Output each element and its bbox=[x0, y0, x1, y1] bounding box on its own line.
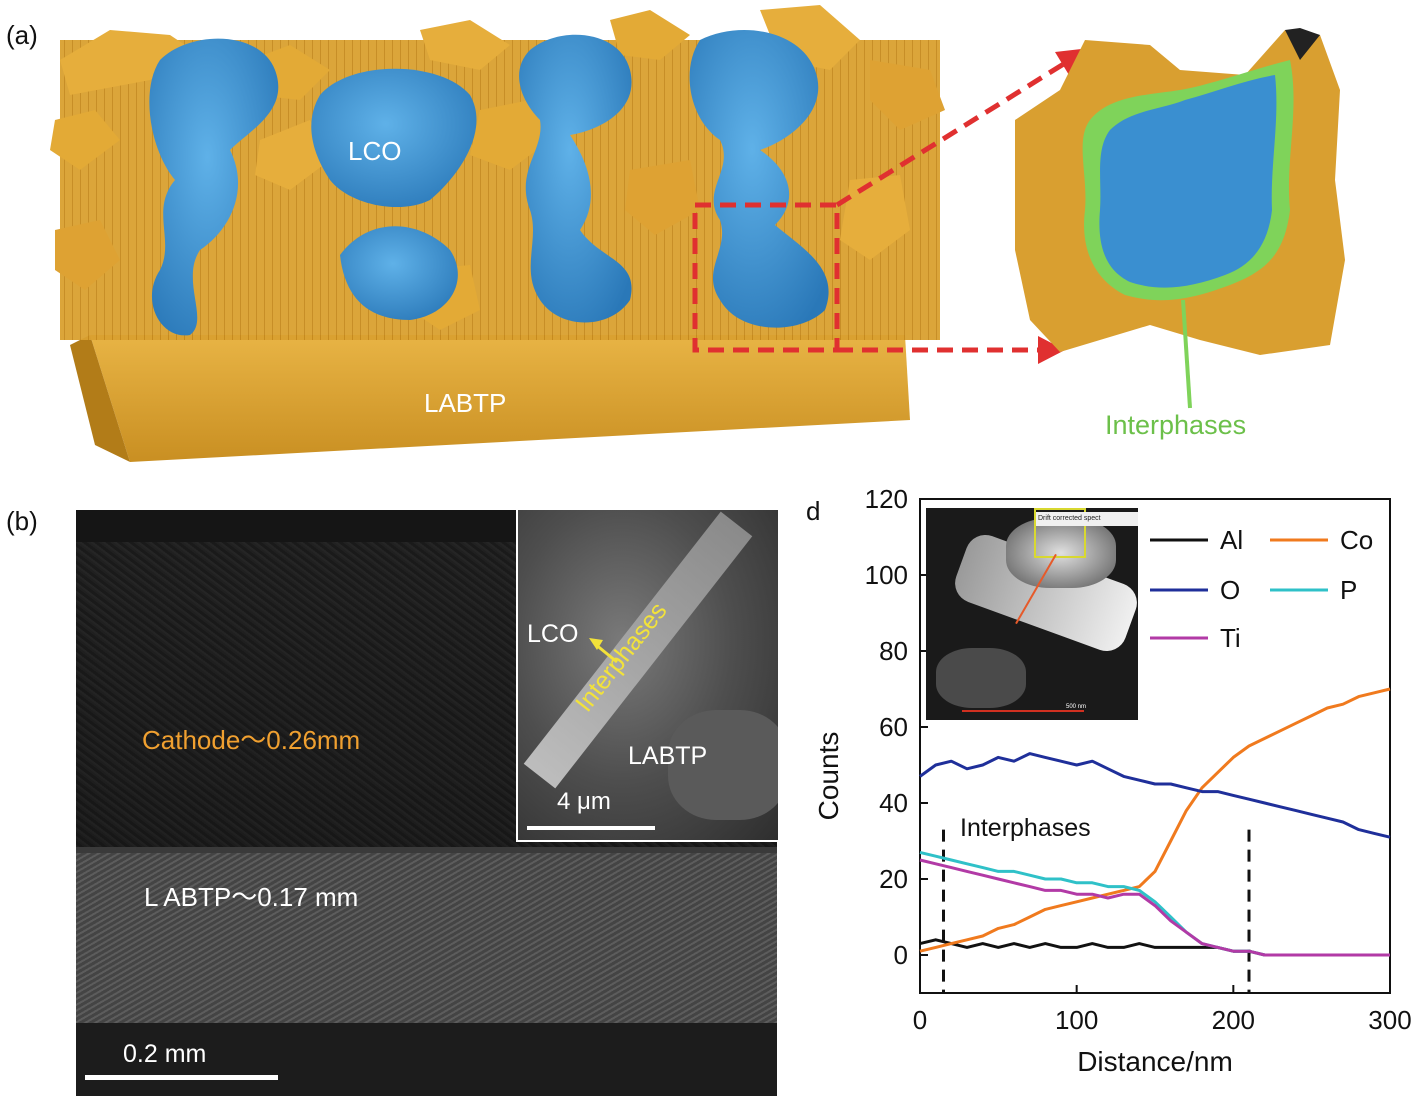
inset-label-labtp: LABTP bbox=[628, 742, 708, 770]
label-labtp: LABTP bbox=[424, 388, 507, 418]
y-tick-label: 40 bbox=[879, 788, 908, 818]
plot-frame bbox=[919, 498, 1391, 994]
eds-line-profile-chart: 0 100 200 300 0 20 40 60 80 100 120 Distance/nm Coun… bbox=[813, 484, 1412, 1077]
x-axis-label: Distance/nm bbox=[1077, 1046, 1233, 1077]
lco-particles bbox=[149, 30, 829, 336]
legend-label-o: O bbox=[1220, 575, 1240, 605]
scalebar bbox=[85, 1075, 278, 1080]
panel-a-illustration bbox=[50, 5, 1345, 462]
sem-inset bbox=[516, 510, 778, 842]
x-tick-label: 300 bbox=[1368, 1005, 1411, 1035]
label-labtp-thickness: L ABTP～0.17 mm bbox=[144, 882, 359, 912]
panel-b-letter: (b) bbox=[6, 506, 38, 536]
inset-arrow bbox=[589, 638, 618, 664]
series-line-ti bbox=[919, 858, 1390, 957]
stem-inset-header: Drift corrected spect bbox=[1036, 512, 1138, 526]
zoomed-grain bbox=[1015, 28, 1345, 409]
chart-annotation-interphases: Interphases bbox=[960, 814, 1091, 842]
legend-label-ti: Ti bbox=[1220, 623, 1241, 653]
y-tick-label: 120 bbox=[865, 484, 908, 514]
series-line-al bbox=[919, 938, 1266, 957]
panel-d-letter: d bbox=[806, 496, 821, 526]
legend-label-al: Al bbox=[1220, 525, 1243, 555]
label-lco: LCO bbox=[348, 136, 402, 166]
inset-scalebar bbox=[527, 826, 655, 830]
series-line-co bbox=[919, 687, 1391, 953]
label-interphases: Interphases bbox=[1105, 410, 1247, 440]
x-tick-label: 200 bbox=[1212, 1005, 1255, 1035]
x-tick-label: 0 bbox=[913, 1005, 927, 1035]
y-tick-label: 100 bbox=[865, 560, 908, 590]
stem-inset: Drift corrected spect 500 nm bbox=[926, 508, 1138, 720]
y-tick-label: 0 bbox=[894, 940, 908, 970]
arrow-head-bottom bbox=[1038, 336, 1065, 364]
label-cathode-thickness: Cathode～0.26mm bbox=[142, 725, 361, 755]
y-axis-label: Counts bbox=[813, 732, 844, 821]
y-tick-label: 60 bbox=[879, 712, 908, 742]
zoom-indicator bbox=[692, 57, 1072, 353]
x-tick-label: 100 bbox=[1055, 1005, 1098, 1035]
series-line-p bbox=[919, 850, 1296, 957]
series-line-o bbox=[919, 752, 1391, 839]
stem-inset-scale: 500 nm bbox=[1066, 704, 1087, 710]
labtp-layer bbox=[76, 853, 777, 1023]
y-tick-label: 80 bbox=[879, 636, 908, 666]
panel-a-letter: (a) bbox=[6, 20, 38, 50]
scalebar-label: 0.2 mm bbox=[123, 1040, 207, 1068]
legend-label-p: P bbox=[1340, 575, 1357, 605]
inset-label-lco: LCO bbox=[527, 620, 579, 648]
inset-scalebar-label: 4 μm bbox=[557, 788, 611, 815]
y-tick-label: 20 bbox=[879, 864, 908, 894]
legend-label-co: Co bbox=[1340, 525, 1373, 555]
